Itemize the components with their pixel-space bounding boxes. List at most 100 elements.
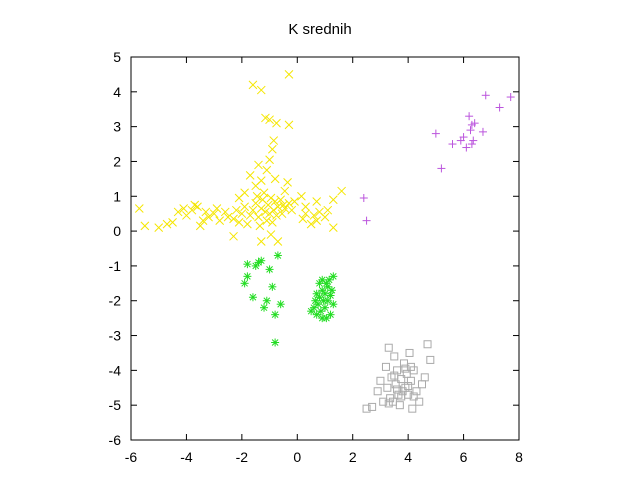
x-tick-label: 8	[515, 449, 523, 465]
data-point	[328, 223, 338, 232]
data-point	[195, 221, 205, 231]
y-tick-label: 2	[113, 153, 121, 169]
data-point	[267, 218, 277, 227]
data-point	[257, 256, 266, 265]
data-point	[276, 300, 285, 309]
data-point	[387, 373, 396, 382]
data-point	[220, 207, 230, 217]
data-point	[272, 118, 281, 128]
data-point	[467, 140, 476, 149]
data-point	[271, 338, 280, 347]
data-point	[412, 387, 421, 396]
data-point	[229, 231, 238, 241]
data-point	[201, 207, 211, 217]
data-point	[301, 209, 310, 219]
data-point	[243, 272, 252, 281]
series-3	[359, 91, 515, 225]
data-point	[209, 209, 219, 219]
data-point	[290, 197, 299, 206]
y-tick-label: -3	[109, 328, 122, 344]
data-point	[323, 296, 332, 305]
data-point	[418, 380, 426, 389]
data-point	[404, 382, 413, 391]
data-point	[140, 221, 150, 231]
data-point	[306, 219, 316, 229]
data-point	[448, 140, 457, 149]
y-tick-label: 3	[113, 119, 121, 135]
data-point	[459, 133, 468, 142]
data-point	[318, 314, 327, 323]
data-point	[312, 216, 322, 225]
data-point	[240, 202, 249, 212]
data-point	[283, 177, 292, 187]
data-point	[243, 219, 252, 229]
data-point	[198, 216, 208, 225]
data-point	[462, 143, 471, 152]
data-point	[314, 300, 323, 309]
data-point	[431, 129, 440, 138]
data-point	[315, 293, 324, 302]
data-point	[405, 348, 414, 357]
data-point	[326, 291, 335, 300]
data-point	[406, 376, 415, 385]
data-point	[273, 237, 283, 246]
x-tick-label: 6	[460, 449, 468, 465]
data-point	[215, 216, 225, 225]
data-point	[276, 195, 286, 205]
data-point	[260, 303, 269, 312]
data-point	[240, 188, 249, 198]
x-tick-label: -6	[125, 449, 138, 465]
data-point	[248, 293, 257, 302]
data-point	[268, 282, 277, 291]
y-tick-label: -5	[109, 397, 122, 413]
data-point	[284, 120, 294, 130]
data-point	[322, 279, 331, 288]
data-point	[255, 221, 265, 231]
y-tick-label: -4	[109, 362, 122, 378]
data-point	[376, 376, 385, 385]
data-point	[280, 186, 290, 196]
data-point	[359, 194, 368, 203]
y-tick-label: 0	[113, 223, 121, 239]
data-point	[298, 214, 308, 224]
data-point	[329, 272, 338, 281]
data-point	[437, 164, 446, 173]
data-point	[469, 136, 478, 145]
data-point	[393, 366, 402, 375]
data-point	[277, 209, 287, 219]
axis-ticks: -6 -4 -2 0 2 4 6 8 -6 -5 -4 -3 -2 -1 0 1 2 3 4 5	[109, 49, 524, 465]
data-point	[381, 362, 390, 371]
data-point	[301, 202, 310, 212]
data-point	[478, 127, 487, 136]
data-point	[248, 80, 258, 90]
data-point	[401, 364, 410, 373]
data-point	[262, 216, 272, 225]
data-point	[204, 212, 213, 222]
data-point	[271, 310, 280, 319]
data-points	[134, 70, 515, 413]
series-1	[240, 251, 338, 347]
data-point	[409, 392, 418, 401]
data-point	[179, 204, 189, 213]
data-point	[154, 223, 164, 232]
y-tick-label: -2	[109, 293, 122, 309]
data-point	[321, 289, 329, 298]
data-point	[162, 219, 172, 229]
data-point	[190, 200, 200, 210]
series-0	[134, 70, 346, 246]
data-point	[280, 204, 290, 213]
y-tick-label: 1	[113, 188, 121, 204]
data-point	[267, 144, 277, 154]
data-point	[284, 70, 294, 79]
data-point	[337, 186, 346, 196]
data-point	[406, 362, 415, 371]
data-point	[256, 176, 266, 185]
data-point	[262, 165, 272, 175]
x-tick-label: -4	[180, 449, 193, 465]
chart-title: K srednih	[288, 21, 351, 38]
data-point	[423, 340, 432, 349]
data-point	[266, 230, 276, 239]
y-tick-label: -6	[109, 432, 122, 448]
data-point	[408, 404, 417, 413]
data-point	[368, 402, 377, 411]
